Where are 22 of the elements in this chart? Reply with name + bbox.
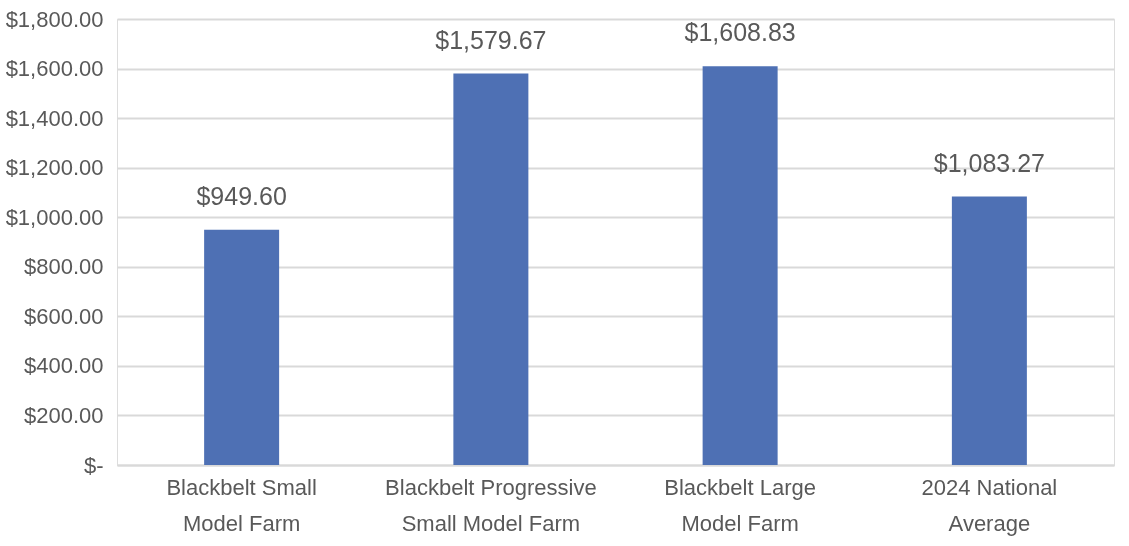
y-tick-label: $1,600.00: [5, 56, 104, 82]
y-tick-label: $400.00: [23, 353, 104, 379]
x-tick-label: Blackbelt Large Model Farm: [664, 474, 816, 536]
y-tick-label: $1,400.00: [5, 105, 104, 131]
bar: [453, 73, 529, 465]
x-tick-label: Blackbelt Progressive Small Model Farm: [385, 474, 597, 536]
y-tick-label: $-: [83, 452, 104, 478]
y-tick-label: $1,200.00: [5, 155, 104, 181]
data-label: $949.60: [196, 181, 287, 210]
data-label: $1,083.27: [933, 148, 1045, 177]
bar: [204, 229, 280, 465]
y-tick-label: $1,800.00: [5, 6, 104, 32]
x-tick-label: 2024 National Average: [921, 474, 1058, 536]
data-label: $1,579.67: [435, 25, 547, 54]
y-tick-label: $200.00: [23, 402, 104, 428]
bar: [951, 196, 1027, 465]
y-tick-label: $800.00: [23, 254, 104, 280]
bar: [702, 66, 778, 465]
y-tick-label: $1,000.00: [5, 204, 104, 230]
x-tick-label: Blackbelt Small Model Farm: [166, 474, 317, 536]
data-label: $1,608.83: [684, 18, 796, 47]
y-tick-label: $600.00: [23, 303, 104, 329]
